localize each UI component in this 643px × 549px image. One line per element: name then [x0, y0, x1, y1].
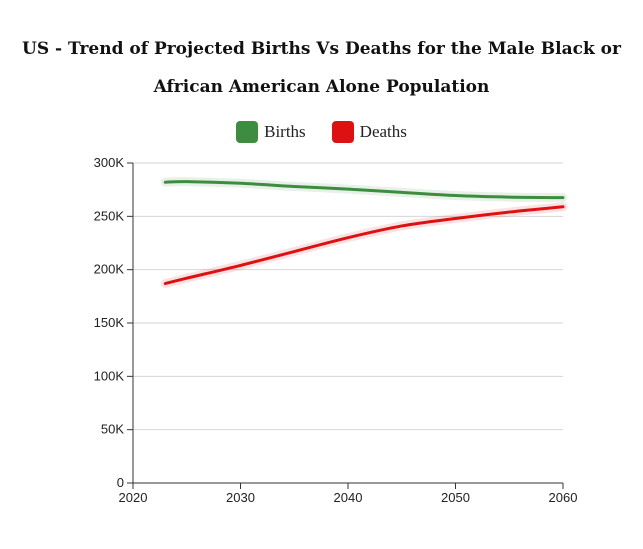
x-tick-label: 2030 — [226, 490, 255, 505]
y-tick-label: 50K — [101, 422, 124, 437]
x-tick-label: 2050 — [441, 490, 470, 505]
data-point-births — [239, 182, 241, 184]
data-point-births — [293, 185, 295, 187]
data-point-deaths — [508, 211, 510, 213]
data-point-births — [164, 181, 166, 183]
x-tick-label: 2040 — [334, 490, 363, 505]
x-tick-label: 2020 — [119, 490, 148, 505]
data-point-births — [401, 191, 403, 193]
data-point-deaths — [164, 282, 166, 284]
series-line-deaths — [163, 205, 565, 286]
data-point-births — [347, 188, 349, 190]
x-tick-label: 2060 — [549, 490, 578, 505]
legend-label-births: Births — [264, 122, 306, 141]
data-point-births — [186, 180, 188, 182]
data-point-deaths — [454, 217, 456, 219]
y-tick-label: 300K — [94, 155, 125, 170]
chart-title: US - Trend of Projected Births Vs Deaths… — [22, 39, 621, 97]
legend-swatch-births — [236, 121, 259, 143]
y-tick-label: 250K — [94, 208, 125, 223]
y-tick-label: 150K — [94, 315, 125, 330]
y-tick-label: 0 — [117, 475, 124, 490]
data-point-deaths — [239, 264, 241, 266]
data-point-deaths — [401, 225, 403, 227]
data-point-births — [454, 194, 456, 196]
y-tick-label: 200K — [94, 262, 125, 277]
legend-swatch-deaths — [331, 121, 354, 143]
data-point-deaths — [293, 250, 295, 252]
data-point-births — [562, 196, 564, 198]
series-halo-deaths — [160, 202, 568, 289]
data-point-deaths — [186, 277, 188, 279]
data-point-deaths — [347, 236, 349, 238]
legend-label-deaths: Deaths — [359, 122, 407, 141]
legend-item-deaths[interactable]: Deaths — [331, 121, 407, 143]
y-tick-label: 100K — [94, 368, 125, 383]
series-line-births — [163, 180, 565, 200]
data-point-deaths — [562, 206, 564, 208]
data-point-births — [508, 196, 510, 198]
legend: Births Deaths — [0, 121, 643, 143]
legend-item-births[interactable]: Births — [236, 121, 306, 143]
